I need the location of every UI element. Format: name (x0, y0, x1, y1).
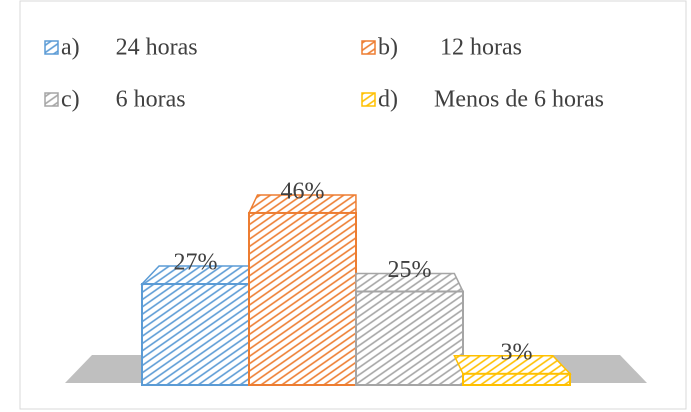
data-label: 27% (174, 250, 218, 276)
data-label: 25% (388, 257, 432, 283)
legend-label: c) 6 horas (61, 87, 186, 113)
legend-label: d) Menos de 6 horas (378, 87, 604, 113)
data-label: 3% (501, 339, 533, 365)
legend-swatch (44, 40, 59, 55)
legend-swatch (44, 92, 59, 107)
legend-label: b) 12 horas (378, 35, 522, 61)
bar (248, 211, 357, 386)
data-label: 46% (281, 178, 325, 204)
bar (355, 290, 464, 386)
legend-swatch (361, 92, 376, 107)
bar (462, 372, 571, 386)
legend-label: a) 24 horas (61, 35, 198, 61)
legend-swatch (361, 40, 376, 55)
bar (141, 283, 250, 386)
